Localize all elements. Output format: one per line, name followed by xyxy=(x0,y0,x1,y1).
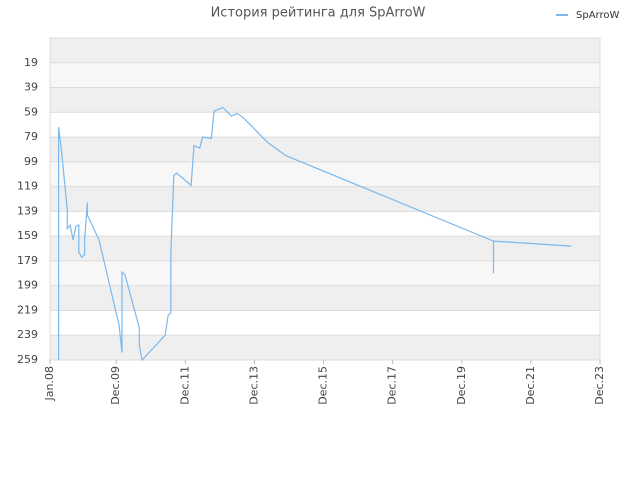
band xyxy=(50,161,600,187)
band xyxy=(50,62,600,88)
band xyxy=(50,211,600,237)
x-tick-label: Dec.19 xyxy=(455,366,468,405)
x-tick-label: Dec.21 xyxy=(524,366,537,405)
x-tick-label: Dec.23 xyxy=(593,366,606,405)
band xyxy=(50,260,600,286)
band xyxy=(50,87,600,113)
y-tick-label: 19 xyxy=(24,56,38,69)
y-tick-label: 259 xyxy=(17,353,38,366)
y-tick-label: 59 xyxy=(24,105,38,118)
x-tick-label: Dec.17 xyxy=(386,366,399,405)
y-tick-label: 79 xyxy=(24,130,38,143)
x-tick-label: Dec.13 xyxy=(247,366,260,405)
band xyxy=(50,285,600,311)
y-tick-label: 239 xyxy=(17,328,38,341)
x-tick-label: Dec.11 xyxy=(178,366,191,405)
y-tick-label: 139 xyxy=(17,204,38,217)
band xyxy=(50,112,600,138)
y-tick-label: 179 xyxy=(17,254,38,267)
y-tick-label: 199 xyxy=(17,279,38,292)
band xyxy=(50,310,600,336)
series-line xyxy=(58,106,572,362)
y-tick-label: 159 xyxy=(17,229,38,242)
plot-frame xyxy=(49,37,601,361)
y-tick-label: 39 xyxy=(24,81,38,94)
x-tick-label: Dec.15 xyxy=(317,366,330,405)
legend-label: SpArroW xyxy=(576,10,619,21)
band xyxy=(50,236,600,261)
y-tick-label: 99 xyxy=(24,155,38,168)
band xyxy=(50,38,600,63)
y-tick-label: 219 xyxy=(17,303,38,316)
band xyxy=(50,186,600,212)
x-tick-label: Jan.08 xyxy=(43,366,56,401)
band xyxy=(50,137,600,162)
x-tick-label: Dec.09 xyxy=(109,366,122,405)
chart-title: История рейтинга для SpArroW xyxy=(211,6,426,21)
y-tick-label: 119 xyxy=(17,180,38,193)
band xyxy=(50,335,600,360)
